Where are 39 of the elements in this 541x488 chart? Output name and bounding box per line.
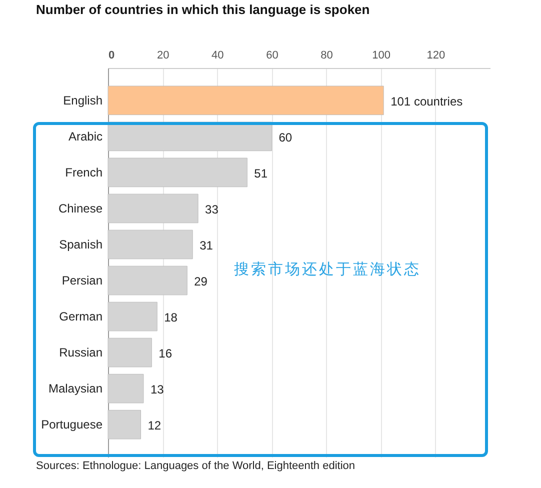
x-tick-label: 120 xyxy=(426,50,446,62)
x-tick-label: 20 xyxy=(156,50,170,62)
x-tick-label: 80 xyxy=(320,50,333,62)
bar xyxy=(108,194,198,224)
y-tick-label: Russian xyxy=(59,346,102,360)
data-label: 29 xyxy=(194,274,208,289)
data-label: 16 xyxy=(158,346,172,361)
data-label: 18 xyxy=(164,310,178,325)
x-tick-label: 60 xyxy=(266,50,278,62)
data-label: 31 xyxy=(200,238,214,252)
x-tick-label: 100 xyxy=(372,50,391,62)
data-label: 60 xyxy=(278,130,292,144)
y-tick-label: Persian xyxy=(62,274,102,288)
chart-title: Number of countries in which this language is spoken xyxy=(36,2,370,17)
data-label: 33 xyxy=(205,202,219,216)
bar xyxy=(108,158,248,188)
data-label: 101 countries xyxy=(390,94,463,108)
x-tick-label: 40 xyxy=(212,50,224,62)
bar xyxy=(108,338,152,368)
bar xyxy=(108,410,141,440)
annotation: 搜索市场还处于蓝海状态 xyxy=(234,260,421,279)
y-tick-label: Portuguese xyxy=(41,418,103,432)
source-note: Sources: Ethnologue: Languages of the World, Eighteenth edition xyxy=(36,460,356,472)
x-tick-label: 0 xyxy=(108,50,115,62)
y-tick-label: Malaysian xyxy=(48,382,102,396)
data-label: 13 xyxy=(150,382,164,397)
y-tick-label: English xyxy=(63,93,102,108)
bar xyxy=(108,302,158,332)
y-tick-label: German xyxy=(59,310,102,324)
bar xyxy=(108,266,188,296)
y-tick-label: French xyxy=(65,165,102,180)
y-tick-label: Spanish xyxy=(59,237,102,252)
data-label: 12 xyxy=(148,418,162,433)
bar xyxy=(108,230,193,260)
bar xyxy=(108,86,384,116)
bar xyxy=(108,374,144,404)
y-tick-label: Arabic xyxy=(68,129,102,144)
data-label: 51 xyxy=(254,166,268,180)
y-tick-label: Chinese xyxy=(58,201,103,216)
